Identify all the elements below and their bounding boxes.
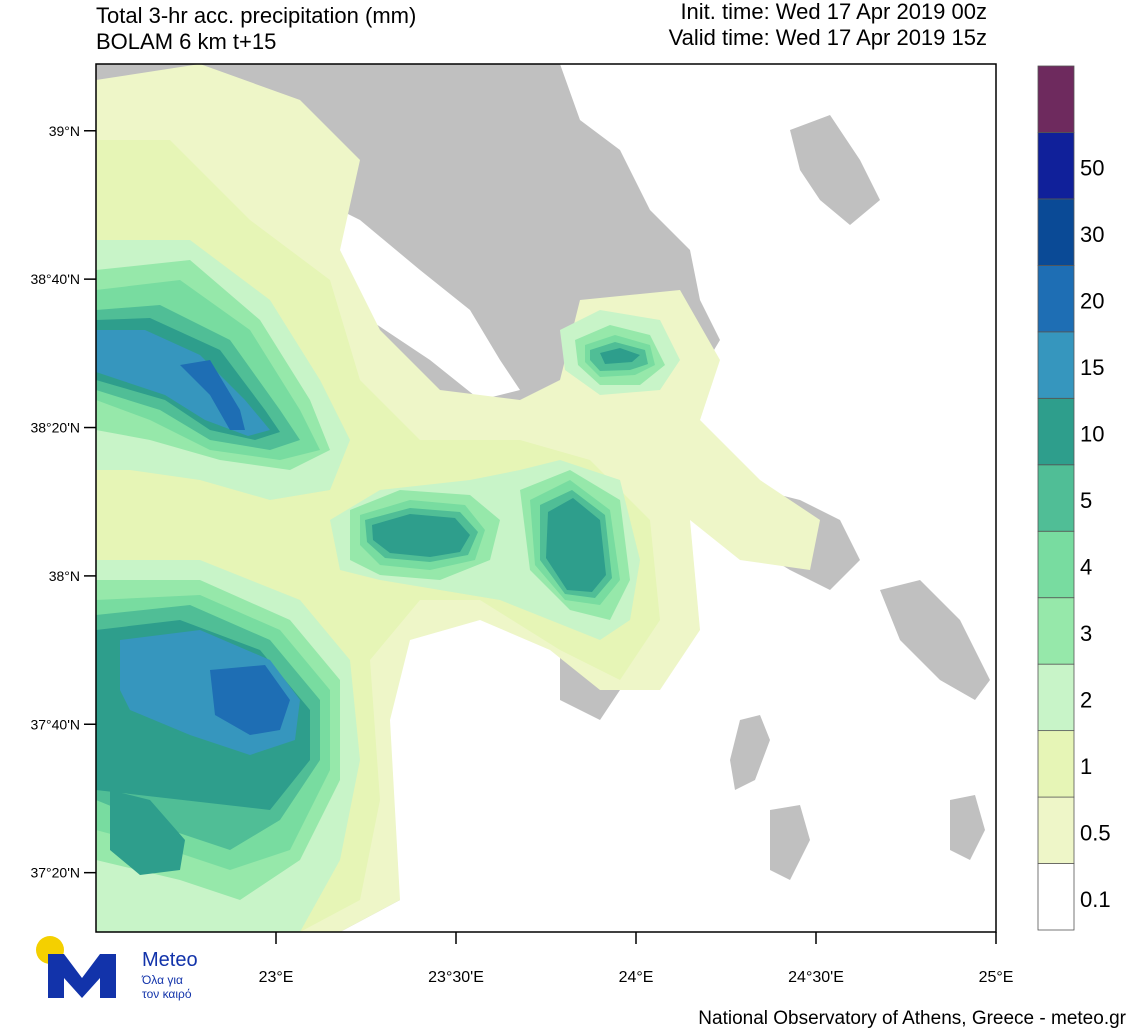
map-frame — [95, 63, 997, 933]
precip-15-area — [96, 330, 300, 755]
lat-label: 38°40'N — [30, 271, 80, 287]
skyros-north-island — [790, 115, 880, 225]
andros-island — [880, 580, 990, 700]
footer-credit: National Observatory of Athens, Greece -… — [698, 1008, 1126, 1029]
legend-label: 15 — [1080, 355, 1104, 380]
kea-island — [730, 715, 770, 790]
init-time: Init. time: Wed 17 Apr 2019 00z — [680, 0, 987, 24]
legend-label: 20 — [1080, 289, 1104, 314]
precipitation-contours — [96, 64, 820, 932]
legend-label: 5 — [1080, 488, 1092, 513]
lon-label: 25°E — [979, 969, 1014, 986]
legend-label: 3 — [1080, 621, 1092, 646]
legend-swatch — [1037, 464, 1075, 532]
legend-label: 2 — [1080, 687, 1092, 712]
legend-label: 0.5 — [1080, 820, 1111, 845]
legend-swatch — [1037, 264, 1075, 333]
legend-label: 0.1 — [1080, 887, 1111, 912]
meteo-logo: Meteo Όλα για τον καιρό — [36, 936, 198, 1001]
longitude-axis: 23°E 23°30'E 24°E 24°30'E 25°E — [259, 932, 1014, 986]
lat-label: 39°N — [49, 123, 80, 139]
lat-label: 38°20'N — [30, 420, 80, 436]
valid-time: Valid time: Wed 17 Apr 2019 15z — [668, 25, 987, 50]
legend-label: 4 — [1080, 554, 1092, 579]
lat-label: 37°40'N — [30, 716, 80, 732]
legend-swatch — [1037, 331, 1075, 399]
precipitation-legend: 0.1 0.5 1 2 3 4 5 10 15 20 30 50 — [1037, 65, 1111, 931]
legend-swatch — [1037, 597, 1075, 665]
lon-label: 23°E — [259, 969, 294, 986]
title-line-1: Total 3-hr acc. precipitation (mm) — [96, 3, 417, 28]
legend-swatch — [1037, 730, 1075, 798]
time-info: Init. time: Wed 17 Apr 2019 00z Valid ti… — [669, 0, 987, 51]
lon-label: 23°30'E — [428, 969, 484, 986]
legend-swatch — [1037, 397, 1075, 466]
legend-label: 50 — [1080, 156, 1104, 181]
m-letter-icon — [48, 954, 116, 998]
legend-swatch — [1037, 198, 1075, 266]
map-title: Total 3-hr acc. precipitation (mm) BOLAM… — [96, 3, 416, 55]
lon-label: 24°30'E — [788, 969, 844, 986]
legend-swatch — [1037, 132, 1075, 200]
lat-label: 38°N — [49, 568, 80, 584]
logo-tagline-1: Όλα για — [141, 973, 183, 987]
legend-swatch — [1037, 863, 1075, 931]
lon-label: 24°E — [619, 969, 654, 986]
logo-tagline-2: τον καιρό — [142, 987, 192, 1001]
syros-island — [950, 795, 985, 860]
title-line-2: BOLAM 6 km t+15 — [96, 29, 277, 54]
legend-swatch — [1037, 663, 1075, 732]
latitude-axis: 39°N 38°40'N 38°20'N 38°N 37°40'N 37°20'N — [30, 123, 96, 881]
precip-20-area — [180, 360, 290, 735]
logo-brand: Meteo — [142, 949, 198, 971]
legend-label: 10 — [1080, 422, 1104, 447]
legend-swatch — [1037, 65, 1075, 133]
legend-label: 30 — [1080, 222, 1104, 247]
kythnos-island — [770, 805, 810, 880]
legend-swatch — [1037, 796, 1075, 864]
lat-label: 37°20'N — [30, 865, 80, 881]
legend-swatch — [1037, 530, 1075, 599]
legend-label: 1 — [1080, 754, 1092, 779]
